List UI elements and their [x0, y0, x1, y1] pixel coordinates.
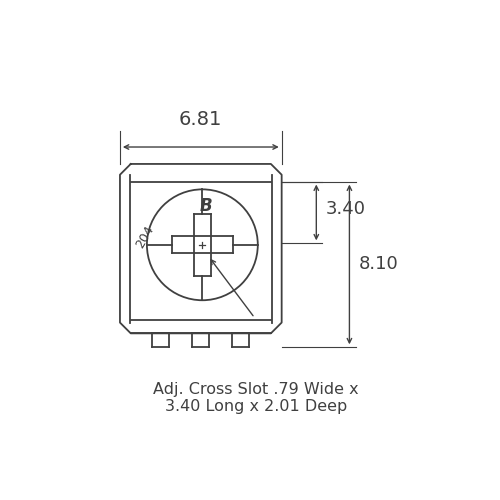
Text: 8.10: 8.10: [358, 256, 399, 274]
Text: Adj. Cross Slot .79 Wide x: Adj. Cross Slot .79 Wide x: [154, 382, 359, 397]
Text: 3.40: 3.40: [326, 200, 366, 218]
Text: B: B: [200, 198, 212, 216]
Text: 3.40 Long x 2.01 Deep: 3.40 Long x 2.01 Deep: [165, 399, 348, 414]
Text: 6.81: 6.81: [179, 110, 222, 128]
Text: 204: 204: [133, 224, 156, 250]
